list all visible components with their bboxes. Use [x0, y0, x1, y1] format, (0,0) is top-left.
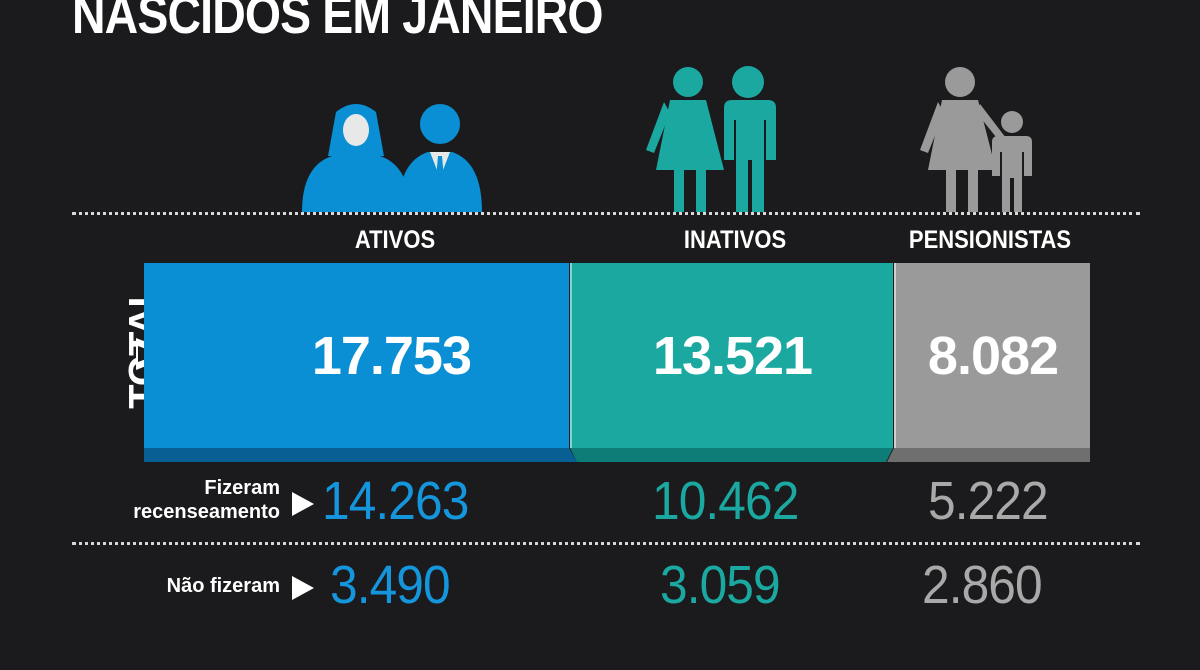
row-label-fizeram: Fizeram recenseamento — [120, 476, 280, 524]
bar-inativos: 13.521 — [570, 263, 893, 448]
couple-icon — [646, 66, 776, 212]
middle-divider — [72, 542, 1140, 545]
mother-child-icon — [920, 67, 1032, 212]
page-title: NASCIDOS EM JANEIRO — [72, 0, 604, 45]
office-couple-icon — [302, 104, 482, 212]
total-value-pensionistas: 8.082 — [927, 325, 1059, 386]
total-value-ativos: 17.753 — [311, 325, 472, 386]
icons-layer — [302, 66, 1032, 212]
row-label-nao-fizeram: Não fizeram — [166, 575, 280, 597]
bar-ativos: 17.753 — [144, 263, 569, 448]
row-label-fizeram-line1: Fizeram — [204, 477, 280, 499]
fizeram-value-ativos: 14.263 — [322, 471, 469, 531]
fizeram-value-pensionistas: 5.222 — [928, 471, 1049, 531]
row-label-fizeram-line2: recenseamento — [133, 501, 280, 523]
bar-bevel — [144, 448, 1090, 462]
nao-fizeram-value-ativos: 3.490 — [330, 555, 451, 615]
nao-fizeram-value-inativos: 3.059 — [660, 555, 781, 615]
bar-pensionistas: 8.082 — [894, 263, 1090, 448]
nao-fizeram-arrow-icon — [292, 576, 314, 600]
col-label-pensionistas: PENSIONISTAS — [908, 226, 1072, 254]
nao-fizeram-value-pensionistas: 2.860 — [922, 555, 1043, 615]
top-divider — [72, 212, 1140, 215]
fizeram-value-inativos: 10.462 — [652, 471, 799, 531]
col-label-inativos: INATIVOS — [683, 226, 787, 254]
total-value-inativos: 13.521 — [652, 325, 813, 386]
fizeram-arrow-icon — [292, 492, 314, 516]
col-label-ativos: ATIVOS — [354, 226, 436, 254]
